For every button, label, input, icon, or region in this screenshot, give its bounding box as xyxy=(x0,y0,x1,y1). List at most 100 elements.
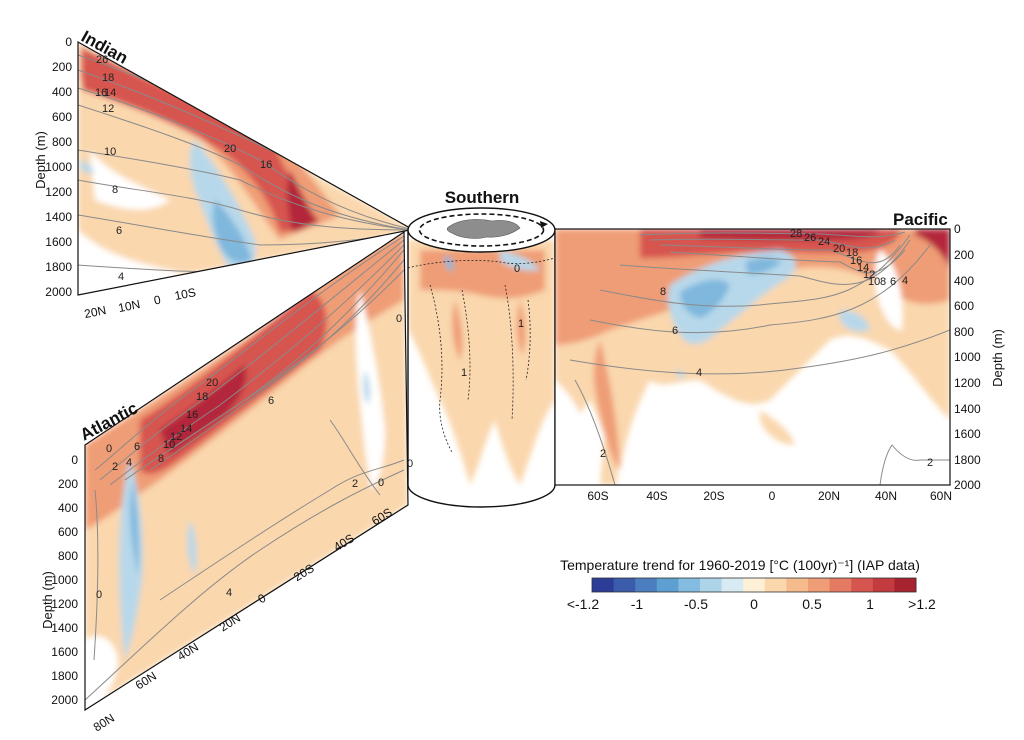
contour-label: 0 xyxy=(514,263,520,275)
colorbar-tick-label: -1 xyxy=(631,596,644,612)
contour-label: 18 xyxy=(846,247,858,259)
colorbar: Temperature trend for 1960-2019 [°C (100… xyxy=(560,557,936,612)
contour-label: 0 xyxy=(407,458,413,470)
southern-shading xyxy=(408,230,555,508)
southern-title: Southern xyxy=(445,188,520,207)
contour-label: 26 xyxy=(96,54,108,66)
x-tick-label: 40S xyxy=(646,489,667,503)
colorbar-cell xyxy=(808,578,831,592)
y-tick-label: 600 xyxy=(58,525,78,539)
contour-label: 2 xyxy=(112,461,118,473)
southern-frame xyxy=(407,230,556,508)
y-tick-label: 1600 xyxy=(51,645,78,659)
contour-label: 24 xyxy=(818,236,830,248)
contour-label: 12 xyxy=(102,103,114,115)
contour-label: 10 xyxy=(104,146,116,158)
pacific-panel: Pacific 28 24 26 20 18 16 14 12 10 8 6 8… xyxy=(554,210,1005,503)
contour-label: 26 xyxy=(804,232,816,244)
x-tick-label: 20N xyxy=(83,303,107,321)
y-tick-label: 200 xyxy=(58,477,78,491)
y-tick-label: 600 xyxy=(954,299,974,313)
pacific-y-label: Depth (m) xyxy=(990,329,1005,387)
contour-label: 10 xyxy=(868,276,880,288)
southern-contours xyxy=(408,257,555,453)
y-tick-label: 0 xyxy=(71,453,78,467)
contour-label: 8 xyxy=(660,286,666,298)
pacific-title: Pacific xyxy=(893,210,948,229)
pacific-y-axis: 0 200 400 600 800 1000 1200 1400 1600 18… xyxy=(954,222,1005,492)
contour-label: 14 xyxy=(104,87,116,99)
colorbar-cell xyxy=(786,578,809,592)
colorbar-tick-label: -0.5 xyxy=(684,596,708,612)
y-tick-label: 1400 xyxy=(51,621,78,635)
acc-dashed-ring xyxy=(418,213,545,247)
pacific-contours xyxy=(569,231,950,485)
y-tick-label: 0 xyxy=(954,222,961,236)
indian-x-axis: 20N 10N 0 10S xyxy=(83,285,197,321)
indian-y-axis: 0 200 400 600 800 1000 1200 1400 1600 18… xyxy=(33,35,72,299)
contour-label: 6 xyxy=(672,325,678,337)
y-tick-label: 1800 xyxy=(954,453,981,467)
y-tick-label: 800 xyxy=(52,135,72,149)
colorbar-cell xyxy=(829,578,852,592)
pacific-shading xyxy=(555,229,950,485)
atlantic-shading xyxy=(85,232,408,710)
current-arrow-icon xyxy=(540,221,548,228)
colorbar-tick-label: >1.2 xyxy=(908,596,936,612)
colorbar-cell xyxy=(851,578,874,592)
y-tick-label: 800 xyxy=(954,325,974,339)
contour-label: 14 xyxy=(857,262,869,274)
y-tick-label: 1000 xyxy=(45,160,72,174)
contour-label: 16 xyxy=(850,255,862,267)
contour-label: 20 xyxy=(206,377,218,389)
x-tick-label: 0 xyxy=(153,293,163,308)
x-tick-label: 10S xyxy=(173,285,197,303)
contour-label: 0 xyxy=(106,443,112,455)
colorbar-cell xyxy=(872,578,895,592)
colorbar-title: Temperature trend for 1960-2019 [°C (100… xyxy=(560,557,920,573)
contour-label: 16 xyxy=(260,159,272,171)
colorbar-tick-label: 0.5 xyxy=(802,596,822,612)
contour-label: 10 xyxy=(163,439,175,451)
contour-label: 18 xyxy=(102,72,114,84)
y-tick-label: 0 xyxy=(65,35,72,49)
contour-label: 12 xyxy=(170,431,182,443)
x-tick-label: 20N xyxy=(818,489,840,503)
contour-label: 4 xyxy=(902,275,908,287)
atlantic-contours xyxy=(85,235,405,701)
contour-label: 8 xyxy=(880,276,886,288)
contour-label: 4 xyxy=(226,587,232,599)
x-tick-label: 60S xyxy=(587,489,608,503)
pacific-x-axis: 60S 40S 20S 0 20N 40N 60N xyxy=(587,489,952,503)
y-tick-label: 1200 xyxy=(51,597,78,611)
colorbar-cell xyxy=(678,578,701,592)
x-tick-label: 10N xyxy=(117,297,141,315)
colorbar-cell xyxy=(613,578,636,592)
colorbar-cell xyxy=(592,578,615,592)
contour-label: 4 xyxy=(126,457,132,469)
indian-y-label: Depth (m) xyxy=(33,131,48,189)
y-tick-label: 1200 xyxy=(45,185,72,199)
contour-label: 4 xyxy=(118,271,124,283)
colorbar-frame xyxy=(591,577,917,593)
contour-label: 0 xyxy=(96,589,102,601)
y-tick-label: 800 xyxy=(58,549,78,563)
y-tick-label: 1800 xyxy=(51,669,78,683)
y-tick-label: 200 xyxy=(52,60,72,74)
contour-label: 14 xyxy=(180,423,192,435)
contour-label: 4 xyxy=(696,367,702,379)
contour-label: 0 xyxy=(396,313,402,325)
contour-label: 6 xyxy=(116,225,122,237)
colorbar-cell xyxy=(656,578,679,592)
contour-label: 6 xyxy=(134,441,140,453)
pacific-frame xyxy=(554,228,951,486)
indian-panel: 26 18 16 14 12 10 8 6 4 20 16 Indian 0 2… xyxy=(33,27,411,321)
colorbar-cells xyxy=(592,578,917,592)
contour-label: 28 xyxy=(790,228,802,240)
y-tick-label: 1600 xyxy=(45,235,72,249)
contour-label: 6 xyxy=(268,395,274,407)
contour-label: 6 xyxy=(890,276,896,288)
y-tick-label: 2000 xyxy=(954,478,981,492)
contour-label: 20 xyxy=(833,243,845,255)
